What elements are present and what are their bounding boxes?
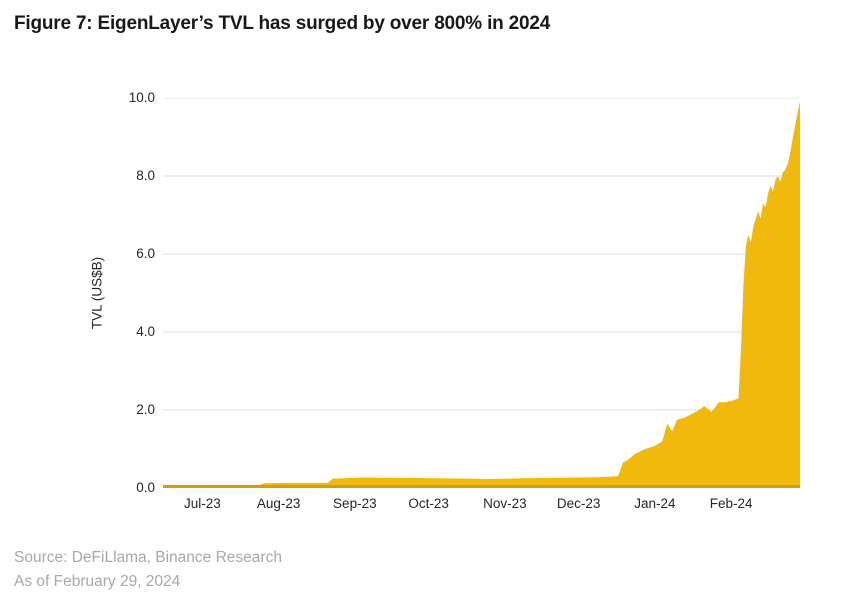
y-tick-label: 8.0 (136, 168, 155, 183)
source-line: Source: DeFiLlama, Binance Research (14, 549, 282, 566)
y-tick-label: 2.0 (136, 402, 155, 417)
y-axis-title: TVL (US$B) (89, 256, 105, 330)
x-tick-label: Nov-23 (483, 496, 527, 511)
tvl-area-series (163, 101, 800, 488)
y-tick-label: 6.0 (136, 246, 155, 261)
as-of-date: As of February 29, 2024 (14, 573, 181, 590)
x-tick-label: Dec-23 (556, 496, 601, 511)
x-tick-label: Sep-23 (333, 496, 377, 511)
figure-title: Figure 7: EigenLayer’s TVL has surged by… (14, 13, 551, 34)
y-tick-label: 4.0 (136, 324, 155, 339)
y-tick-label: 0.0 (136, 480, 155, 495)
x-tick-label: Jul-23 (183, 496, 221, 511)
y-tick-label: 10.0 (128, 90, 155, 105)
x-tick-label: Feb-24 (709, 496, 753, 511)
chart-plot-area (163, 98, 800, 488)
x-tick-label: Aug-23 (256, 496, 301, 511)
source-note: Source: DeFiLlama, Binance Research As o… (14, 546, 282, 594)
x-tick-label: Oct-23 (408, 496, 449, 511)
x-tick-label: Jan-24 (634, 496, 676, 511)
